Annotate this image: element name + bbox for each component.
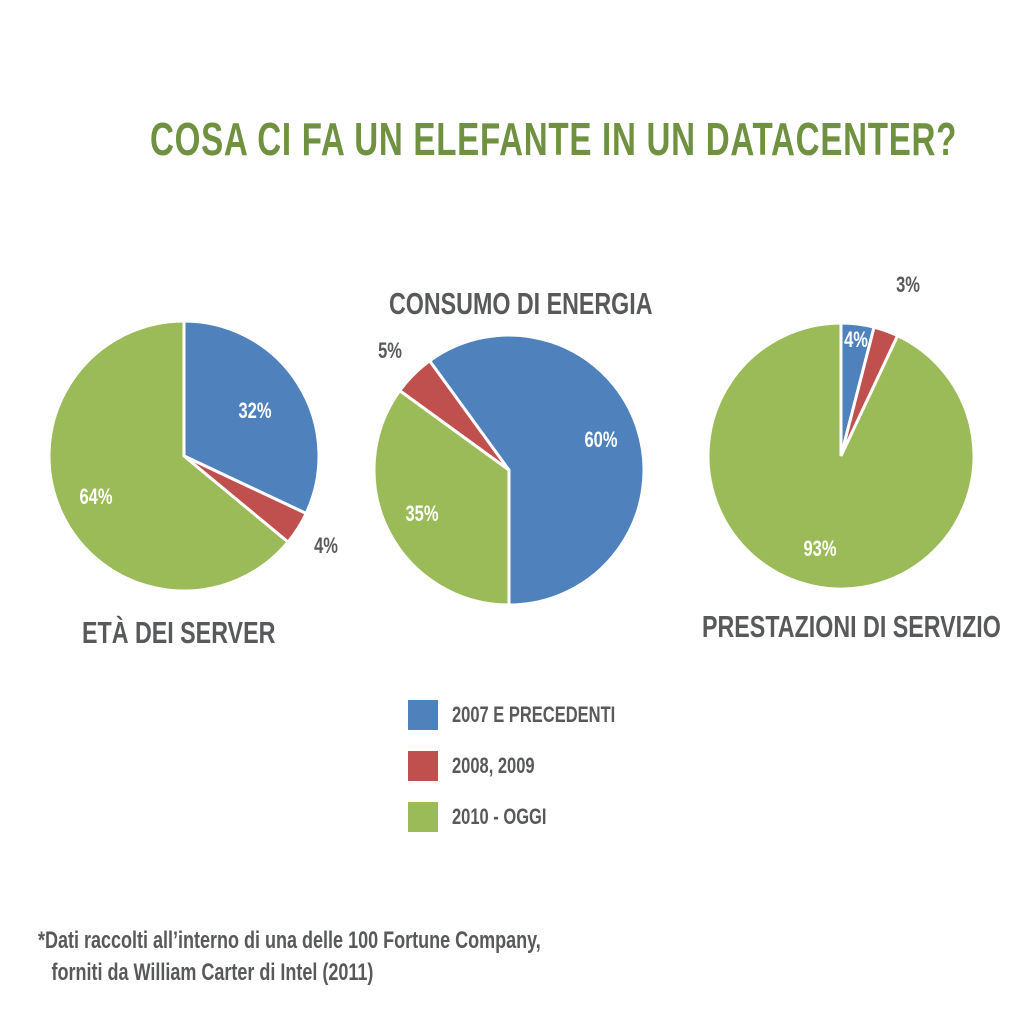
footnote: *Dati raccolti all’interno di una delle …	[38, 925, 541, 989]
pie-slice	[47, 319, 291, 593]
legend-item: 2010 - OGGI	[408, 802, 578, 832]
pie-data-label: 4%	[314, 533, 339, 559]
legend-label: 2008, 2009	[452, 753, 535, 778]
legend-swatch-green	[408, 802, 438, 832]
pie-data-label: 93%	[803, 536, 837, 562]
pie-slice	[427, 333, 646, 607]
legend-item: 2007 E PRECEDENTI	[408, 700, 670, 730]
pie-data-label: 5%	[377, 337, 402, 363]
footnote-line-2: forniti da William Carter di Intel (2011…	[51, 959, 374, 986]
legend-label: 2010 - OGGI	[452, 804, 547, 829]
pie-slice	[182, 319, 321, 516]
pie-slice	[706, 321, 976, 591]
legend-swatch-blue	[408, 700, 438, 730]
legend-item: 2008, 2009	[408, 751, 562, 781]
pie-data-label: 60%	[584, 426, 618, 452]
pie-title-prestazioni: PRESTAZIONI DI SERVIZIO	[702, 609, 1001, 644]
pie-data-label: 35%	[405, 501, 439, 527]
pie-data-label: 32%	[238, 398, 272, 424]
pie-title-consumo-energia: CONSUMO DI ENERGIA	[389, 286, 653, 321]
pie-data-label: 4%	[843, 326, 868, 352]
pie-data-label: 64%	[79, 484, 113, 510]
legend-label: 2007 E PRECEDENTI	[452, 702, 616, 727]
legend-swatch-red	[408, 751, 438, 781]
page-title: COSA CI FA UN ELEFANTE IN UN DATACENTER?	[150, 113, 958, 165]
pie-slice	[372, 388, 511, 607]
pie-data-label: 3%	[895, 272, 920, 298]
footnote-line-1: *Dati raccolti all’interno di una delle …	[38, 927, 541, 954]
pie-title-eta-server: ETÀ DEI SERVER	[82, 615, 276, 650]
